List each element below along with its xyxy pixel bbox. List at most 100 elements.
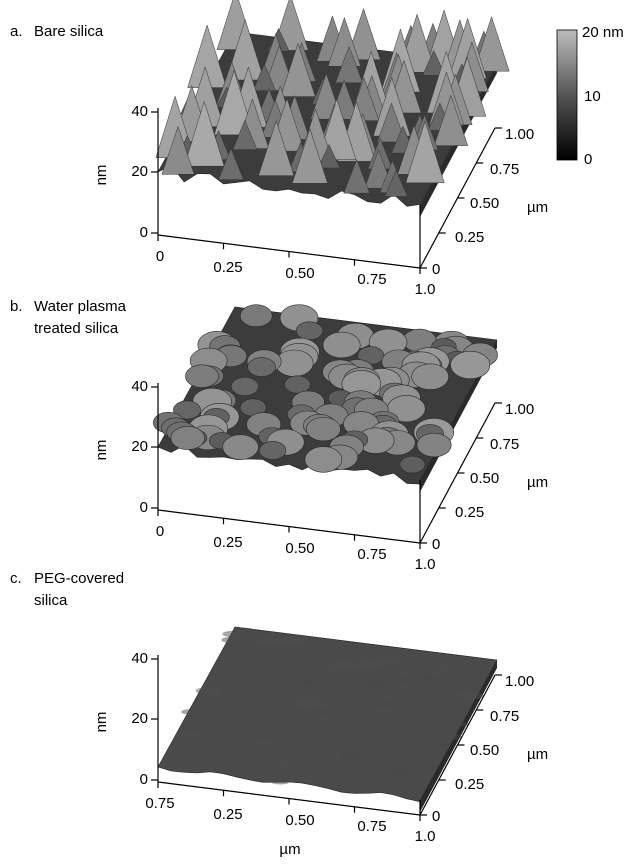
x-tick-label: 0.50 <box>285 540 314 557</box>
surface-bump <box>298 678 316 684</box>
surface-bump <box>450 350 491 380</box>
depth-tick-label: 0.75 <box>490 161 519 178</box>
surface-bump <box>430 699 455 707</box>
surface-bump <box>390 786 416 794</box>
surface-bump <box>173 400 201 420</box>
surface-top <box>157 626 498 803</box>
z-axis-label: nm <box>93 165 110 186</box>
surface-peak <box>433 94 469 146</box>
surface-bump <box>451 721 470 727</box>
surface-peak <box>258 120 295 176</box>
surface-bump <box>314 709 331 714</box>
depth-tick-label: 0.50 <box>470 470 499 487</box>
x-tick-label: 0.25 <box>213 259 242 276</box>
z-tick-label: 40 <box>131 378 148 395</box>
surface-bump <box>371 679 388 684</box>
panel-label: treated silica <box>34 320 119 337</box>
surface-bump <box>269 759 296 767</box>
surface-bump <box>181 708 203 715</box>
surface-bump <box>377 776 397 782</box>
x-tick-label: 0.25 <box>213 806 242 823</box>
colorbar <box>556 29 578 161</box>
surface-bump <box>258 441 287 460</box>
surface-bump <box>400 694 424 702</box>
surface-bump <box>185 364 219 388</box>
panel-letter: b. <box>10 298 23 315</box>
surface-bump <box>255 734 272 740</box>
panel-letter: a. <box>10 23 23 40</box>
surface-bump <box>196 737 217 743</box>
surface-peak <box>161 125 195 175</box>
x-tick-label: 0 <box>156 248 164 265</box>
surface-bump <box>262 766 282 773</box>
surface-bump <box>257 699 284 707</box>
depth-tick-label: 0 <box>432 261 440 278</box>
surface-bump <box>347 728 371 736</box>
surface-bump <box>320 670 346 678</box>
surface-bump <box>276 715 300 722</box>
surface-peak <box>183 100 225 167</box>
surface-peak <box>291 127 328 184</box>
panel-label: Water plasma <box>34 298 127 315</box>
surface-bump <box>293 699 321 708</box>
z-tick-label: 0 <box>140 499 148 516</box>
surface-bump <box>195 687 223 695</box>
surface-peak <box>384 169 408 197</box>
z-tick-label: 20 <box>131 163 148 180</box>
depth-tick-label: 0.25 <box>455 776 484 793</box>
depth-tick-label: 0.75 <box>490 708 519 725</box>
z-axis-label: nm <box>93 440 110 461</box>
surface-bump <box>222 434 259 460</box>
surface-bump <box>230 376 259 396</box>
x-tick-label: 0.75 <box>357 818 386 835</box>
depth-axis-label: µm <box>527 746 548 763</box>
surface-bump <box>378 702 395 707</box>
surface-bump <box>282 667 306 674</box>
surface-bump <box>354 660 382 669</box>
surface-peak <box>280 42 316 97</box>
z-tick-label: 20 <box>131 710 148 727</box>
surface-bump <box>280 636 309 645</box>
z-tick-label: 40 <box>131 650 148 667</box>
surface-bump <box>284 375 311 394</box>
surface-bump <box>439 733 462 740</box>
x-tick-label: 0 <box>156 523 164 540</box>
depth-tick-label: 0.50 <box>470 742 499 759</box>
surface-peak <box>346 7 381 60</box>
panel-letter: c. <box>10 570 22 587</box>
surface-bump <box>222 680 248 688</box>
surface-bump <box>387 752 412 760</box>
surface-bump <box>174 758 197 765</box>
surface-bump <box>376 707 401 715</box>
surface-bump <box>222 630 247 638</box>
surface-bump <box>306 417 341 442</box>
surface-bump <box>206 761 231 768</box>
surface-peak <box>405 120 445 184</box>
surface-bump <box>247 357 276 377</box>
surface-bump <box>393 771 414 777</box>
surface-bump <box>411 363 450 390</box>
surface-peak <box>343 158 371 194</box>
surface-bump <box>456 691 484 700</box>
surface-bump <box>322 331 361 359</box>
x-tick-label: 1.0 <box>415 281 436 298</box>
surface-bump <box>271 779 289 785</box>
depth-tick-label: 0 <box>432 536 440 553</box>
x-tick-label: 0.75 <box>145 795 174 812</box>
surface-bump <box>170 425 205 450</box>
surface-peak <box>232 119 258 150</box>
surface-peak <box>252 63 277 91</box>
depth-tick-label: 1.00 <box>505 673 534 690</box>
colorbar-label: 20 nm <box>582 24 624 41</box>
x-axis-label: µm <box>279 841 300 858</box>
z-tick-label: 0 <box>140 224 148 241</box>
surface-bump <box>243 662 264 668</box>
x-tick-label: 1.0 <box>415 828 436 845</box>
surface-bump <box>376 657 405 666</box>
surface-bump <box>416 432 452 458</box>
surface-bump <box>352 667 374 674</box>
colorbar-label: 10 <box>584 88 601 105</box>
surface-peak <box>473 15 510 72</box>
surface-bump <box>422 676 440 681</box>
